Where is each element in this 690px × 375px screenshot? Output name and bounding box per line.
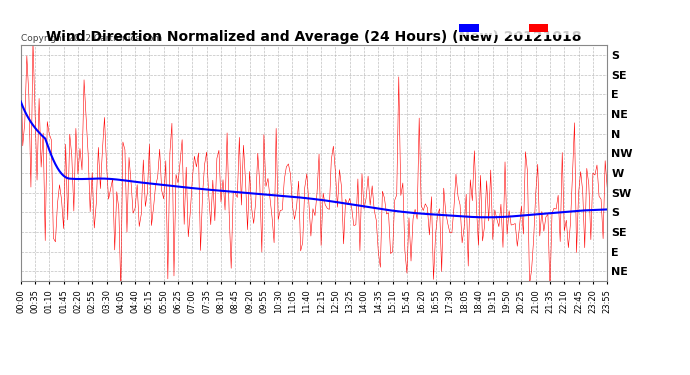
Legend: Average, Direction: Average, Direction	[457, 21, 602, 35]
Text: Copyright 2012 Cartronics.com: Copyright 2012 Cartronics.com	[21, 34, 162, 43]
Title: Wind Direction Normalized and Average (24 Hours) (New) 20121018: Wind Direction Normalized and Average (2…	[46, 30, 582, 44]
